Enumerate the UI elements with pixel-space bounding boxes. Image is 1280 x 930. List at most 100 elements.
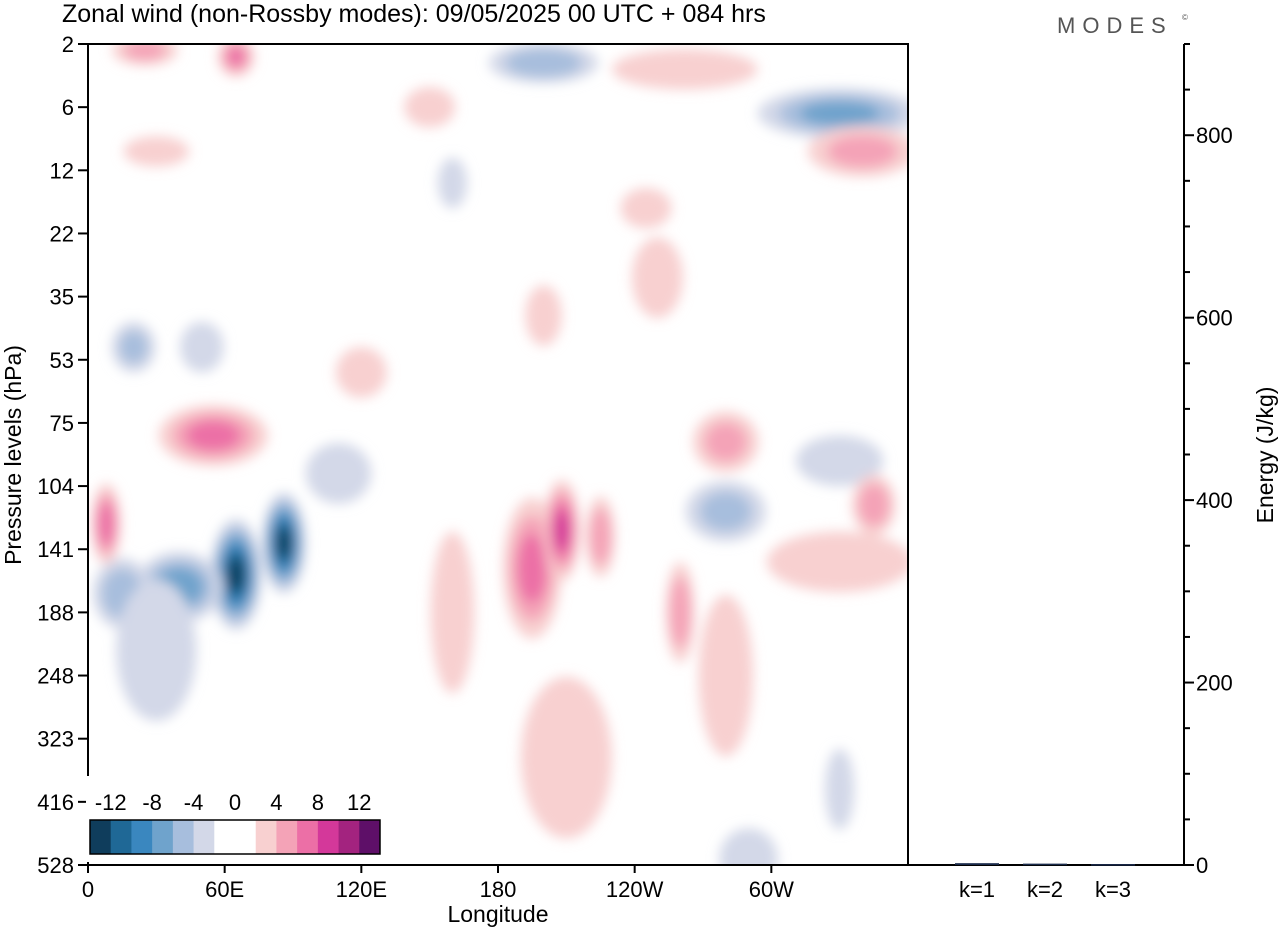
colorbar-swatch [214, 820, 236, 854]
y-tick-label: 416 [37, 790, 74, 815]
contour-shell [611, 49, 758, 90]
wind-anomaly-28 [825, 748, 855, 830]
contour-shell [505, 48, 582, 78]
energy-category-label: k=1 [959, 877, 995, 902]
colorbar-swatch [276, 820, 298, 854]
wind-anomaly-33 [525, 285, 562, 346]
energy-bar-k=1 [955, 863, 999, 865]
wind-anomaly-32 [335, 347, 387, 398]
wind-anomaly-25 [620, 187, 672, 229]
wind-anomaly-26 [520, 676, 612, 839]
y-tick-label: 528 [37, 853, 74, 878]
colorbar-swatch [172, 820, 195, 854]
contour-shell [123, 136, 190, 167]
pressure-axis: 2 6 12 22 35 53 75 104 141 188 248 323 416 528 [37, 32, 88, 878]
contour-shell [98, 501, 115, 547]
wind-anomaly-36 [437, 157, 468, 209]
wind-anomaly-17 [851, 474, 896, 536]
wind-anomaly-16 [766, 531, 908, 593]
contour-shell [590, 508, 611, 565]
y-tick-label: 35 [50, 285, 74, 310]
wind-anomaly-7 [158, 405, 268, 466]
colorbar-swatch [359, 820, 381, 854]
wind-anomaly-0 [210, 518, 262, 631]
brand-mark: © [1182, 13, 1188, 22]
wind-anomaly-23 [112, 44, 178, 66]
energy-axis-label: Energy (J/kg) [1252, 387, 1278, 524]
chart-title: Zonal wind (non-Rossby modes): 09/05/202… [62, 0, 766, 28]
colorbar-swatch [338, 820, 360, 854]
colorbar-swatch [317, 820, 340, 854]
contour-shell [631, 237, 683, 319]
contour-shell [719, 828, 778, 865]
colorbar-label: -4 [184, 790, 204, 815]
y-tick-label: 53 [50, 348, 74, 373]
y-tick-label: 22 [50, 221, 74, 246]
colorbar-label: -12 [95, 790, 127, 815]
wind-anomaly-27 [698, 594, 754, 757]
y-tick-label: 12 [50, 158, 74, 183]
energy-category-label: k=2 [1027, 877, 1063, 902]
wind-anomaly-18 [757, 88, 908, 139]
contour-shell [180, 321, 224, 373]
contour-shell [430, 531, 475, 694]
wind-anomaly-15 [795, 435, 884, 487]
x-tick-label: 120E [336, 877, 387, 902]
wind-anomaly-19 [807, 126, 908, 177]
contour-shell [518, 533, 547, 603]
y-tick-label: 248 [37, 664, 74, 689]
energy-category-label: k=3 [1095, 877, 1131, 902]
y-axis-label: Pressure levels (hPa) [0, 345, 26, 565]
contour-shell [766, 531, 908, 593]
contour-shell [116, 579, 197, 722]
energy-axis: 0 200 400 600 800 [1184, 43, 1233, 878]
wind-anomaly-12 [665, 561, 695, 663]
contour-shell [228, 557, 244, 592]
y-tick-label: 6 [62, 95, 74, 120]
wind-anomaly-22 [217, 44, 255, 77]
wind-anomaly-20 [611, 49, 758, 90]
contour-shell [335, 347, 387, 398]
x-tick-label: 60E [205, 877, 244, 902]
y-tick-label: 75 [50, 411, 74, 436]
wind-field [91, 44, 908, 865]
contour-shell [670, 577, 691, 648]
energy-tick-label: 800 [1196, 123, 1233, 148]
colorbar-swatch [235, 820, 257, 854]
contour-shell [119, 330, 148, 364]
energy-plot-area: k=1 k=2 k=3 0 200 400 600 800 [908, 43, 1233, 902]
contour-shell [858, 483, 890, 527]
colorbar-label: 0 [229, 790, 241, 815]
wind-anomaly-30 [111, 321, 156, 373]
contour-shell [698, 594, 754, 757]
wind-anomaly-29 [719, 828, 778, 865]
wind-anomaly-1 [262, 492, 306, 594]
wind-anomaly-21 [488, 44, 599, 84]
y-tick-label: 323 [37, 727, 74, 752]
wind-anomaly-24 [631, 237, 683, 319]
x-tick-label: 120W [606, 877, 664, 902]
colorbar-label: -8 [142, 790, 162, 815]
wind-anomaly-10 [430, 531, 475, 694]
contour-shell [795, 435, 884, 487]
y-tick-label: 2 [62, 32, 74, 57]
colorbar-label: 12 [347, 790, 371, 815]
contour-shell [520, 676, 612, 839]
colorbar-swatch [152, 820, 174, 854]
brand-name: MODES [1057, 13, 1173, 38]
contour-shell [123, 44, 166, 61]
energy-tick-label: 600 [1196, 306, 1233, 331]
colorbar-label: 4 [270, 790, 282, 815]
colorbar-swatch [90, 820, 112, 854]
energy-tick-label: 200 [1196, 671, 1233, 696]
y-tick-label: 104 [37, 474, 74, 499]
x-axis-label: Longitude [447, 901, 548, 927]
contour-shell [825, 748, 855, 830]
wind-anomaly-5 [305, 443, 372, 504]
wind-anomaly-35 [123, 136, 190, 167]
wind-anomaly-34 [404, 86, 456, 128]
wind-anomaly-6 [91, 483, 121, 565]
contour-shell [277, 527, 291, 559]
y-tick-label: 141 [37, 537, 74, 562]
